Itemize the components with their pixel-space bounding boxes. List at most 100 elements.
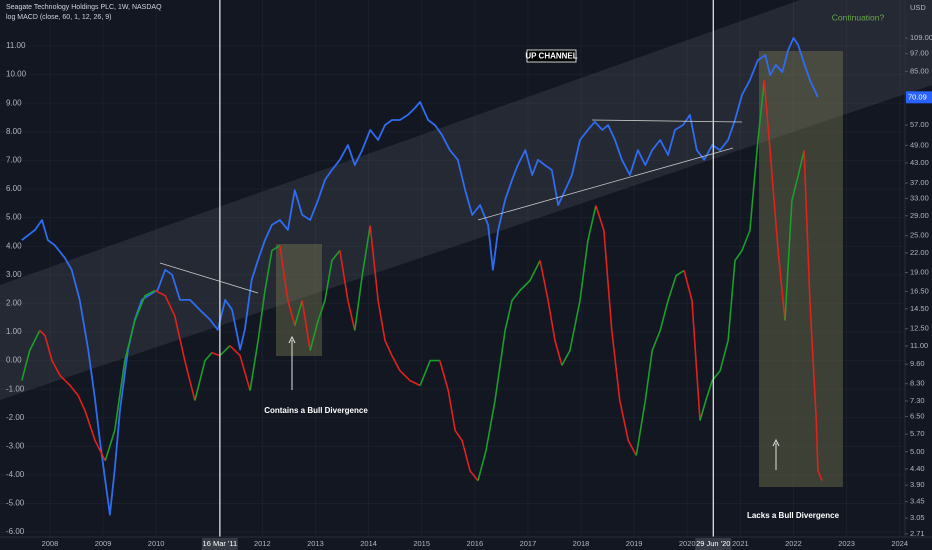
y-tick-label: -6.00 xyxy=(6,527,25,536)
y-tick-label: 8.00 xyxy=(6,127,22,136)
last-price-tag xyxy=(906,91,932,104)
y2-tick-label: 2.71 xyxy=(910,529,925,538)
y2-tick-label: 12.50 xyxy=(910,324,929,333)
y2-tick-label: 9.60 xyxy=(910,359,925,368)
date-marker-box xyxy=(201,538,238,550)
y-tick-label: 4.00 xyxy=(6,241,22,250)
macd-line xyxy=(211,351,221,357)
macd-line xyxy=(219,345,231,357)
y2-tick-label: 11.00 xyxy=(910,341,928,350)
y-tick-label: -1.00 xyxy=(6,384,25,393)
date-marker-label: 29 Jun '20 xyxy=(696,539,730,548)
y2-tick-label: 43.00 xyxy=(910,158,929,167)
y-tick-label: 2.00 xyxy=(6,298,22,307)
annotation: Contains a Bull Divergence xyxy=(264,406,368,415)
y2-tick-label: 5.00 xyxy=(910,447,925,456)
x-tick-label: 2009 xyxy=(95,539,112,548)
x-tick-label: 2022 xyxy=(785,539,802,548)
macd-line xyxy=(309,250,341,351)
annotation: Lacks a Bull Divergence xyxy=(747,511,840,520)
chart-title: Seagate Technology Holdings PLC, 1W, NAS… xyxy=(6,4,162,11)
y2-tick-label: 57.00 xyxy=(910,120,929,129)
x-tick-label: 2018 xyxy=(573,539,590,548)
y2-tick-label: 14.50 xyxy=(910,304,929,313)
up-channel xyxy=(0,0,932,400)
y2-tick-label: 49.00 xyxy=(910,140,929,149)
macd-line xyxy=(39,329,106,462)
y2-tick-label: 6.50 xyxy=(910,412,925,421)
trend-line xyxy=(477,147,734,221)
highlight-box xyxy=(759,51,843,487)
macd-line xyxy=(635,269,685,456)
y-tick-label: 5.00 xyxy=(6,213,22,222)
axes: 11.00 10.00 9.00 8.00 7.00 6.00 5.00 4.00 3.00 2.… xyxy=(6,33,932,550)
y-tick-label: 9.00 xyxy=(6,98,22,107)
x-tick-label: 2020 xyxy=(679,539,696,548)
x-tick-label: 2024 xyxy=(891,539,908,548)
macd-line xyxy=(249,244,281,391)
y2-tick-label: 29.00 xyxy=(910,211,929,220)
macd-line xyxy=(339,250,356,331)
annotation-box xyxy=(526,49,577,63)
y-tick-label: 1.00 xyxy=(6,327,22,336)
y2-tick-label: 19.00 xyxy=(910,268,929,277)
y2-tick-label: 22.00 xyxy=(910,248,929,257)
x-tick-label: 2010 xyxy=(148,539,165,548)
chart-subtitle: log MACD (close, 60, 1, 12, 26, 9) xyxy=(6,14,111,21)
y-tick-label: -2.00 xyxy=(6,413,25,422)
y2-tick-label: 8.30 xyxy=(910,379,925,388)
x-tick-label: 2015 xyxy=(413,539,430,548)
y2-tick-label: 109.00 xyxy=(910,33,932,42)
y2-tick-label: 33.00 xyxy=(910,193,929,202)
x-tick-label: 2013 xyxy=(307,539,324,548)
x-tick-label: 2023 xyxy=(838,539,855,548)
y-tick-label: -5.00 xyxy=(6,499,25,508)
y2-tick-label: 7.30 xyxy=(910,396,925,405)
macd-line xyxy=(354,225,371,331)
y-tick-label: 3.00 xyxy=(6,270,22,279)
macd-line xyxy=(301,300,311,351)
macd-line xyxy=(699,80,766,421)
trend-line xyxy=(591,119,743,123)
date-marker-label: 16 Mar '11 xyxy=(203,539,238,548)
macd-line xyxy=(803,150,823,482)
macd-line xyxy=(683,270,701,421)
plot xyxy=(21,0,823,537)
macd-line xyxy=(477,260,541,481)
macd-line xyxy=(763,80,786,321)
price-line xyxy=(21,37,819,516)
y2-tick-label: 3.90 xyxy=(910,480,925,489)
macd-line xyxy=(229,345,251,391)
arrow-head xyxy=(772,438,780,447)
x-tick-label: 2017 xyxy=(520,539,537,548)
y2-tick-label: 37.00 xyxy=(910,178,929,187)
macd-line xyxy=(21,330,41,381)
y-tick-label: 6.00 xyxy=(6,184,22,193)
x-tick-label: 2021 xyxy=(732,539,749,548)
annotation: Continuation? xyxy=(832,12,885,22)
y-tick-label: -3.00 xyxy=(6,441,25,450)
date-marker-box xyxy=(695,538,732,550)
last-price-label: 70.09 xyxy=(908,92,927,101)
arrow-head xyxy=(288,335,296,344)
macd-line xyxy=(279,245,296,326)
y-tick-label: 11.00 xyxy=(6,41,26,50)
macd-line xyxy=(539,260,563,366)
y-tick-label: -4.00 xyxy=(6,470,25,479)
macd-line xyxy=(194,352,213,401)
macd-line xyxy=(104,289,156,461)
annotation: UP CHANNEL xyxy=(525,52,577,61)
trend-line xyxy=(159,262,259,294)
y2-tick-label: 3.45 xyxy=(910,497,925,506)
macd-line xyxy=(561,205,597,366)
macd-line xyxy=(369,225,421,387)
macd-line xyxy=(419,359,440,386)
x-tick-label: 2016 xyxy=(466,539,483,548)
y2-tick-label: 25.00 xyxy=(910,231,929,240)
y-tick-label: 7.00 xyxy=(6,156,22,165)
macd-line xyxy=(784,150,805,321)
y2-tick-label: 97.00 xyxy=(910,49,929,58)
x-tick-label: 2012 xyxy=(254,539,271,548)
